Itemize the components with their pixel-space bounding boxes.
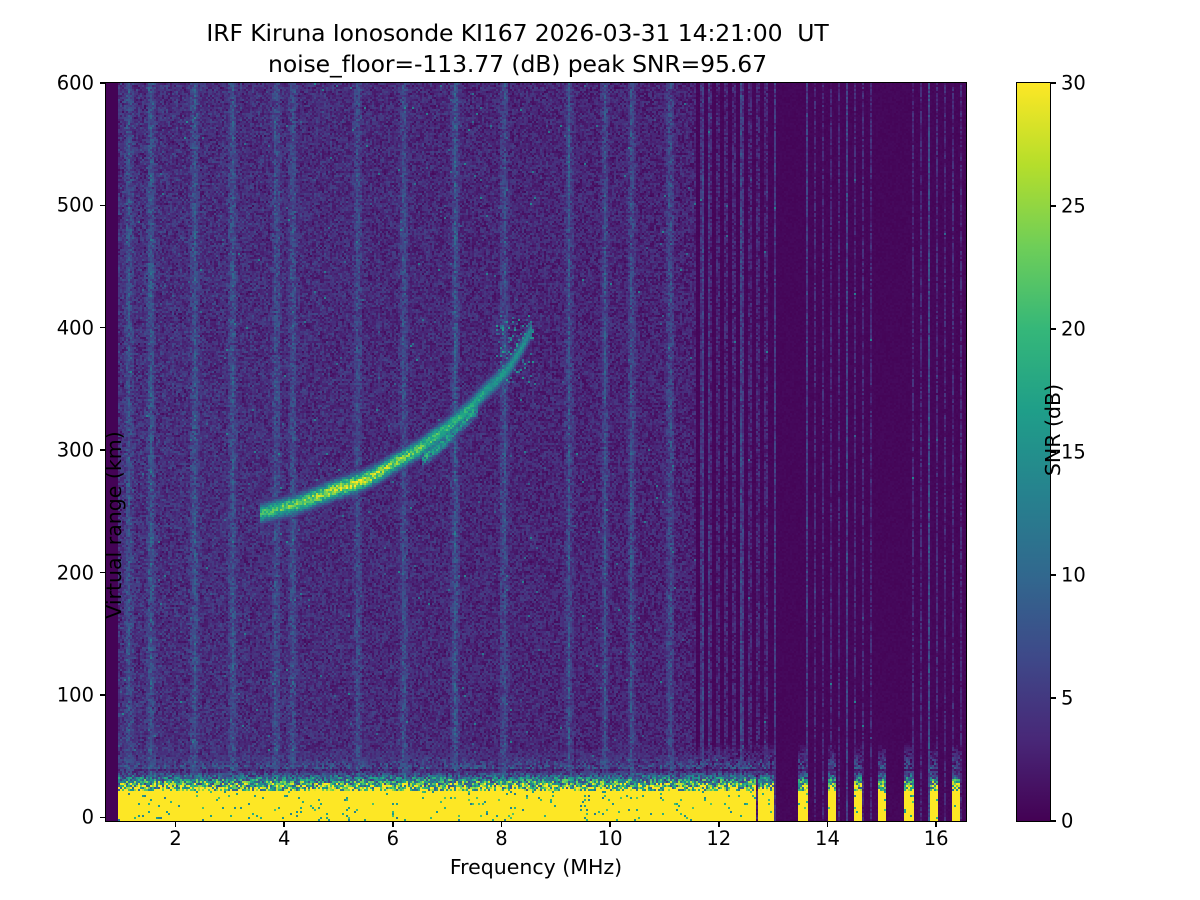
title-line-1: IRF Kiruna Ionosonde KI167 2026-03-31 14…	[206, 19, 829, 47]
y-tick-label: 0	[81, 805, 94, 829]
y-tick-label: 500	[56, 193, 94, 217]
colorbar-tick-label: 0	[1061, 809, 1074, 833]
x-tick-label: 6	[386, 827, 400, 850]
title-line-2: noise_floor=-113.77 (dB) peak SNR=95.67	[268, 49, 767, 78]
x-tick-mark	[392, 821, 394, 827]
y-axis-label: Virtual range (km)	[102, 431, 126, 619]
x-tick-label: 12	[706, 827, 732, 850]
x-tick-label: 16	[923, 827, 949, 850]
colorbar-tick-label: 15	[1061, 440, 1086, 464]
x-tick-label: 10	[597, 827, 623, 850]
y-tick-mark	[100, 449, 106, 451]
x-tick-mark	[500, 821, 503, 827]
colorbar-tick-label: 10	[1061, 563, 1086, 587]
y-tick-mark	[100, 816, 106, 819]
colorbar-tick-mark	[1050, 328, 1056, 330]
colorbar-tick-label: 20	[1061, 317, 1086, 341]
x-tick-label: 4	[277, 827, 291, 850]
x-tick-label: 8	[495, 827, 508, 850]
y-tick-label: 100	[56, 683, 94, 707]
colorbar-tick-label: 5	[1061, 686, 1074, 710]
y-tick-label: 200	[56, 561, 94, 585]
colorbar-gradient	[1017, 83, 1050, 821]
x-axis-label: Frequency (MHz)	[449, 855, 623, 879]
y-tick-label: 400	[56, 316, 94, 340]
x-tick-label: 2	[169, 827, 182, 850]
colorbar-tick-mark	[1050, 451, 1056, 453]
x-tick-mark	[826, 821, 829, 827]
x-tick-mark	[609, 821, 611, 827]
x-tick-label: 14	[815, 827, 840, 850]
colorbar-tick-mark	[1050, 205, 1056, 207]
y-tick-mark	[100, 694, 106, 696]
colorbar-tick-label: 30	[1061, 71, 1086, 95]
x-tick-mark	[283, 821, 285, 827]
x-tick-mark	[718, 821, 720, 827]
colorbar-tick-mark	[1050, 574, 1056, 576]
x-tick-mark	[174, 821, 177, 827]
y-tick-mark	[100, 204, 106, 207]
colorbar-label: SNR (dB)	[1041, 383, 1065, 477]
y-tick-mark	[100, 327, 106, 329]
ionogram-heatmap	[106, 83, 966, 821]
colorbar-tick-mark	[1050, 820, 1056, 822]
y-tick-mark	[100, 571, 106, 574]
colorbar-tick-label: 25	[1061, 194, 1086, 218]
y-tick-mark	[100, 82, 106, 84]
colorbar-tick-mark	[1050, 697, 1056, 699]
colorbar-tick-mark	[1050, 82, 1056, 84]
ionogram-axes: 0 100 200 300 400 500 600 2 4 6 8 10 12 14 16 Virtual…	[57, 72, 967, 879]
y-tick-label: 600	[56, 71, 94, 95]
colorbar: 0 5 10 15 20 25 30 SNR (dB)	[1016, 72, 1086, 833]
figure-title: IRF Kiruna Ionosonde KI167 2026-03-31 14…	[0, 18, 1035, 79]
x-tick-mark	[935, 821, 937, 827]
y-tick-label: 300	[56, 438, 94, 462]
